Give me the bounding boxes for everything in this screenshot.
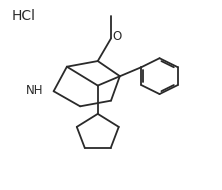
Text: NH: NH <box>26 84 44 97</box>
Text: HCl: HCl <box>12 9 36 23</box>
Text: O: O <box>112 30 121 43</box>
